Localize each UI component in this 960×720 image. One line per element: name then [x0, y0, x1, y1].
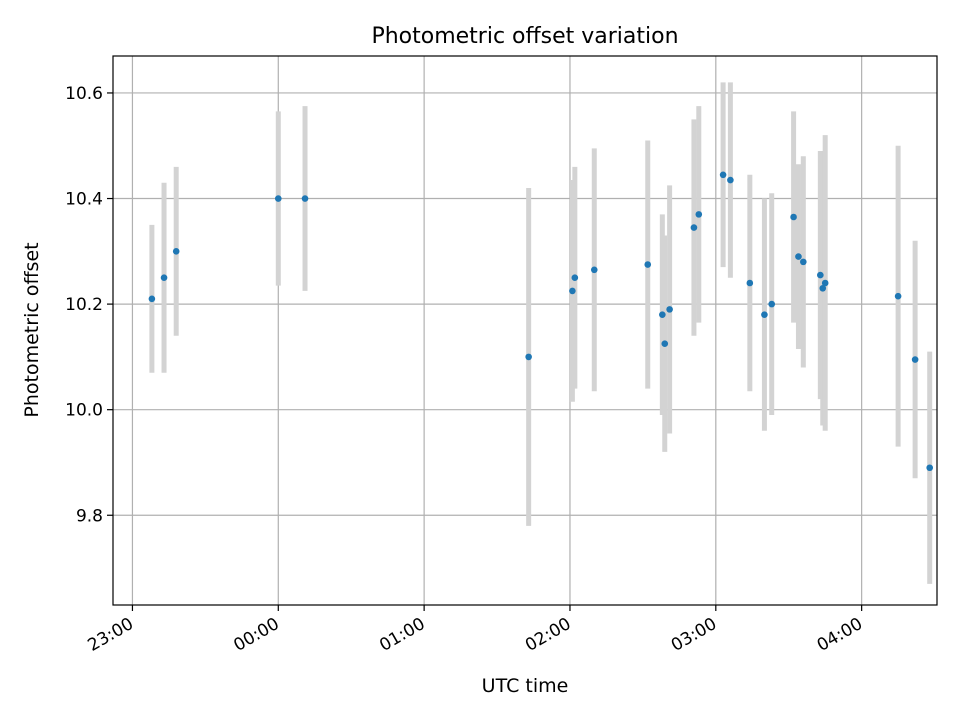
- data-point: [695, 211, 703, 218]
- data-point: [819, 284, 827, 292]
- data-point: [817, 271, 824, 279]
- data-point: [746, 279, 754, 287]
- data-point: [790, 213, 797, 221]
- chart-title: Photometric offset variation: [371, 24, 678, 49]
- data-point: [274, 195, 282, 202]
- data-point: [795, 253, 802, 260]
- data-point: [719, 171, 727, 179]
- x-axis-label: UTC time: [482, 675, 569, 697]
- data-point: [569, 287, 576, 295]
- data-point: [644, 261, 652, 268]
- data-point: [911, 356, 919, 363]
- data-point: [525, 353, 532, 361]
- data-point: [148, 295, 156, 303]
- data-point: [761, 311, 768, 318]
- data-point: [894, 292, 902, 300]
- plot-area-frame: [112, 55, 938, 606]
- data-point: [821, 279, 829, 287]
- y-tick-label: 9.8: [76, 506, 103, 526]
- y-tick-label: 10.2: [65, 295, 103, 315]
- data-point: [768, 300, 776, 308]
- y-tick-label: 10.0: [65, 401, 103, 421]
- data-point: [590, 266, 598, 274]
- data-point: [690, 224, 698, 231]
- data-point: [727, 176, 734, 184]
- data-point: [160, 274, 168, 282]
- data-point: [661, 340, 669, 347]
- data-point: [666, 306, 673, 313]
- data-point: [659, 311, 666, 318]
- data-point: [571, 274, 579, 282]
- y-tick-label: 10.4: [65, 190, 103, 210]
- y-axis-ticks: 9.8 10.0 10.2 10.4 10.6: [65, 84, 113, 526]
- data-point: [301, 195, 309, 202]
- y-tick-label: 10.6: [65, 84, 103, 104]
- y-axis-label: Photometric offset: [21, 242, 43, 417]
- data-point: [926, 464, 934, 472]
- data-points: [148, 171, 934, 472]
- data-point: [800, 258, 807, 266]
- data-point: [172, 248, 180, 255]
